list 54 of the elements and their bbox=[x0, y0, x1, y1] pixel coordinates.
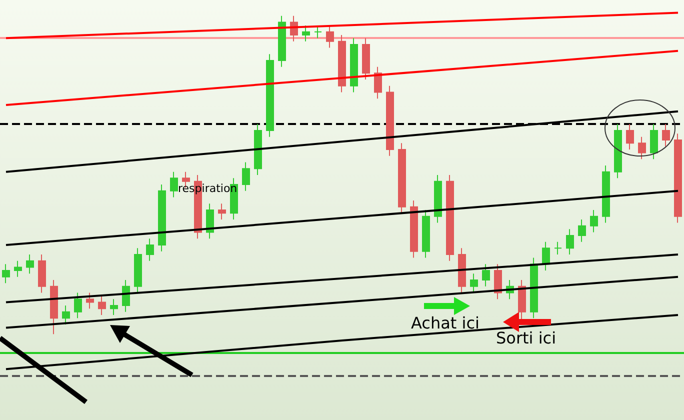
candlestick bbox=[146, 238, 154, 262]
candlestick bbox=[218, 203, 226, 220]
candlestick bbox=[626, 124, 634, 150]
candlestick bbox=[662, 124, 670, 147]
candlestick bbox=[614, 124, 622, 179]
candlestick bbox=[314, 24, 322, 39]
candlestick bbox=[470, 273, 478, 294]
candlestick bbox=[26, 254, 34, 274]
candlestick bbox=[494, 264, 502, 300]
candlestick bbox=[602, 164, 610, 224]
candlestick bbox=[398, 142, 406, 214]
candlestick bbox=[542, 241, 550, 271]
candlestick bbox=[674, 133, 682, 224]
candlestick bbox=[50, 280, 58, 335]
candlestick bbox=[350, 38, 358, 93]
candlestick bbox=[578, 219, 586, 242]
candlestick bbox=[410, 200, 418, 258]
candlestick bbox=[302, 24, 310, 42]
candlestick bbox=[554, 241, 562, 256]
candlestick bbox=[326, 24, 334, 48]
candlestick bbox=[170, 171, 178, 198]
candlestick bbox=[374, 66, 382, 100]
candlestick bbox=[62, 304, 70, 326]
candlestick bbox=[254, 124, 262, 176]
candlestick bbox=[134, 248, 142, 294]
candlestick bbox=[446, 174, 454, 262]
candlestick bbox=[650, 124, 658, 160]
candlestick bbox=[2, 264, 10, 284]
candlestick bbox=[458, 248, 466, 294]
candlestick bbox=[422, 210, 430, 258]
candlestick bbox=[74, 292, 82, 319]
candlestick bbox=[14, 260, 22, 278]
candlestick bbox=[242, 162, 250, 192]
candlestick bbox=[38, 254, 46, 294]
annotation: Sorti ici bbox=[496, 328, 556, 348]
candlestick bbox=[362, 38, 370, 80]
candlestick bbox=[638, 136, 646, 160]
candlestick bbox=[206, 203, 214, 240]
candlestick bbox=[122, 280, 130, 312]
candlestick bbox=[566, 228, 574, 256]
annotation: Achat ici bbox=[411, 314, 480, 332]
candlestick bbox=[590, 210, 598, 233]
candlestick bbox=[530, 257, 538, 319]
candlestick bbox=[434, 174, 442, 224]
candlestick bbox=[158, 184, 166, 252]
candlestick bbox=[110, 298, 118, 316]
candlestick bbox=[386, 85, 394, 156]
candlestick bbox=[266, 54, 274, 138]
candlestick bbox=[98, 295, 106, 316]
candlestick bbox=[86, 292, 94, 310]
candlestick bbox=[338, 34, 346, 93]
candlestick bbox=[482, 264, 490, 287]
candlestick bbox=[518, 280, 526, 322]
candlestick bbox=[278, 15, 286, 68]
